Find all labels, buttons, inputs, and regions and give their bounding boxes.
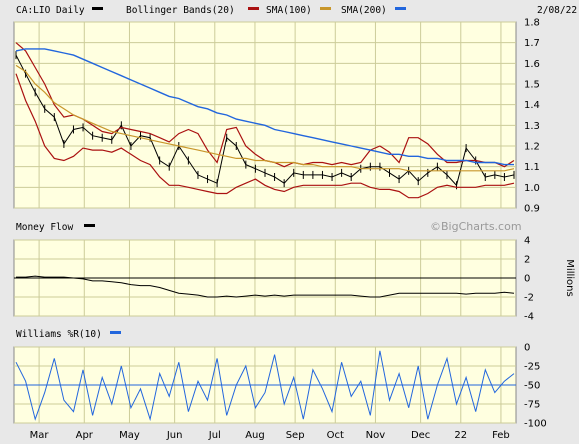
money-flow-ytick-label: 0 <box>524 274 530 285</box>
money-flow-label: Money Flow <box>16 222 73 233</box>
money-flow-ytick-label: -2 <box>524 293 534 304</box>
x-axis-label: Oct <box>327 430 344 441</box>
x-axis-label: Apr <box>76 430 94 441</box>
x-axis-label: Sep <box>286 430 305 441</box>
x-axis-label: Mar <box>30 430 50 441</box>
money-flow-ytick-label: 2 <box>524 255 530 266</box>
money-flow-series-value <box>16 275 515 298</box>
money-flow-ytick-label: 4 <box>524 236 530 247</box>
price-ytick-label: 1.0 <box>524 183 540 194</box>
x-axis-label: Aug <box>245 430 265 441</box>
price-ytick-label: 1.8 <box>524 18 540 29</box>
x-axis-label: Jul <box>208 430 221 441</box>
x-axis-label: Nov <box>366 430 386 441</box>
price-ytick-label: 1.6 <box>524 59 540 70</box>
money-flow-grid <box>14 239 516 317</box>
sma100-legend-swatch <box>320 7 331 10</box>
money-flow-ytick-label: -4 <box>524 312 534 323</box>
williams-legend-swatch <box>110 331 121 334</box>
x-axis-label: Jun <box>166 430 183 441</box>
x-axis: Mar Apr May Jun Jul Aug Sep Oct Nov Dec 22 Feb <box>30 430 510 441</box>
williams-label: Williams %R(10) <box>16 329 102 340</box>
x-axis-label: Dec <box>411 430 430 441</box>
price-ytick-label: 1.7 <box>524 38 540 49</box>
sma100-label: SMA(100) <box>266 5 312 16</box>
bollinger-legend-swatch <box>248 7 259 10</box>
money-flow-plot <box>16 275 515 298</box>
date-label: 2/08/22 <box>537 5 577 16</box>
price-series-sma100 <box>15 64 515 172</box>
williams-ytick-label: -25 <box>524 362 540 373</box>
money-flow-y-axis: -4 -2 0 2 4 <box>524 236 534 323</box>
williams-ytick-label: -100 <box>524 419 547 430</box>
price-ytick-label: 1.1 <box>524 162 540 173</box>
sma200-legend-swatch <box>395 7 406 10</box>
williams-y-axis: -100 -75 -50 -25 0 <box>524 343 547 430</box>
price-ytick-label: 1.2 <box>524 142 540 153</box>
williams-ytick-label: -50 <box>524 381 540 392</box>
williams-series-value <box>15 350 515 422</box>
price-plot <box>15 42 515 199</box>
price-series-bollinger-lower <box>15 73 515 199</box>
price-series-sma200 <box>15 48 514 166</box>
price-panel <box>13 21 517 209</box>
williams-ytick-label: -75 <box>524 400 540 411</box>
price-legend-swatch <box>92 7 103 10</box>
williams-ytick-label: 0 <box>524 343 530 354</box>
sma200-label: SMA(200) <box>341 5 387 16</box>
symbol-label: CA:LIO Daily <box>16 5 85 16</box>
x-axis-label: Feb <box>492 430 510 441</box>
price-y-axis: 0.9 1.0 1.1 1.2 1.3 1.4 1.5 1.6 1.7 1.8 <box>524 18 540 215</box>
price-ytick-label: 1.5 <box>524 80 540 91</box>
williams-plot <box>15 350 515 422</box>
money-flow-legend-swatch <box>84 224 95 227</box>
bollinger-label: Bollinger Bands(20) <box>126 5 235 16</box>
price-ytick-label: 0.9 <box>524 204 540 215</box>
price-ytick-label: 1.4 <box>524 100 540 111</box>
x-axis-label: May <box>119 430 140 441</box>
x-axis-label: 22 <box>454 430 467 441</box>
price-legend: CA:LIO Daily Bollinger Bands(20) SMA(100… <box>16 5 577 16</box>
price-ytick-label: 1.3 <box>524 121 540 132</box>
watermark: ©BigCharts.com <box>430 220 522 233</box>
money-flow-units: Millions <box>564 259 575 296</box>
